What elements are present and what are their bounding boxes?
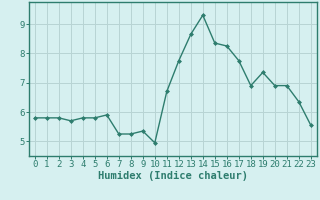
X-axis label: Humidex (Indice chaleur): Humidex (Indice chaleur) xyxy=(98,171,248,181)
